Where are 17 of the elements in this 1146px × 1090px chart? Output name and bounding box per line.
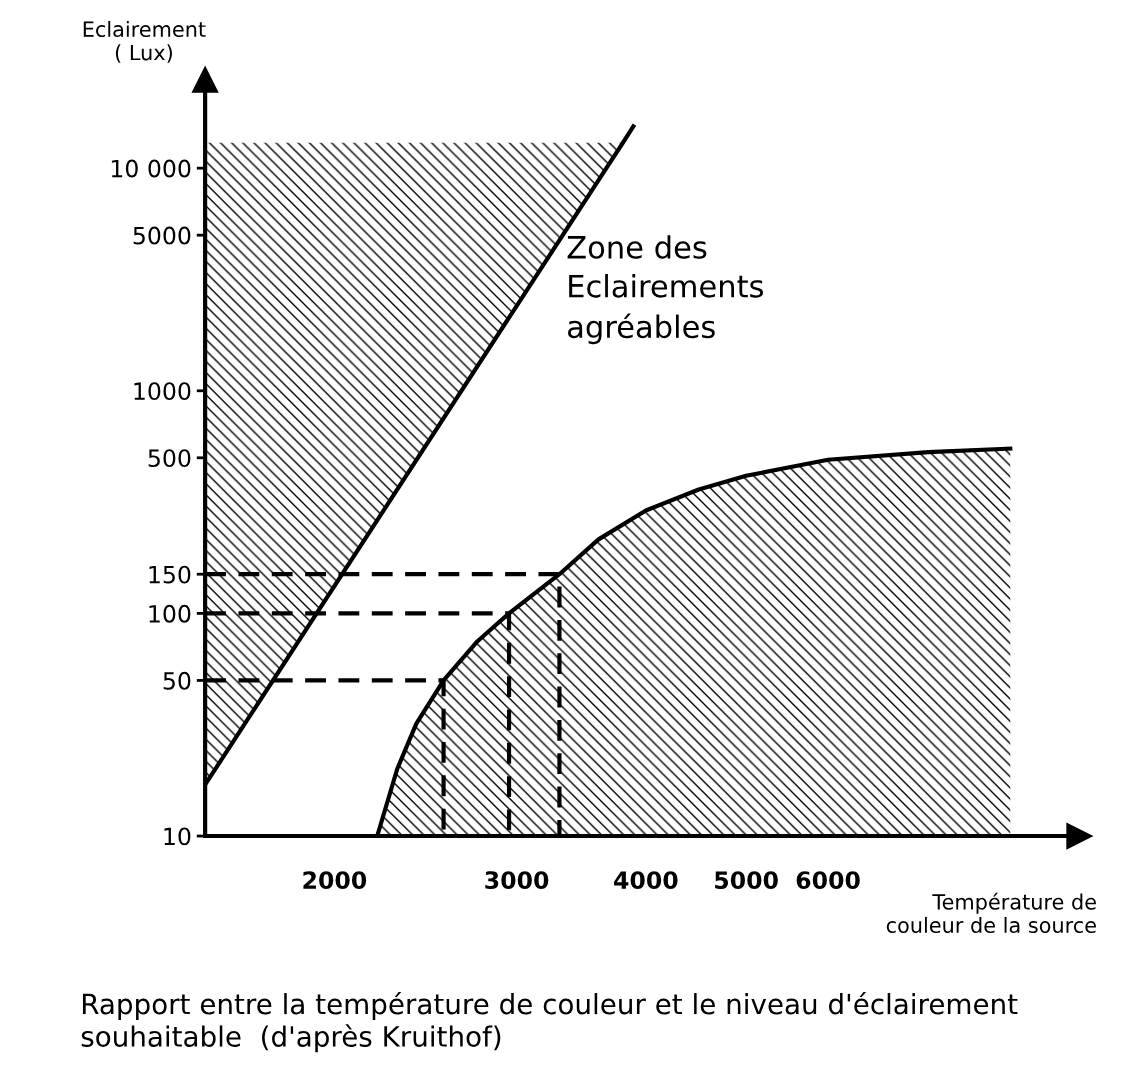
- y-tick-label: 150: [149, 565, 191, 584]
- y-axis-title: Eclairement ( Lux): [83, 20, 206, 63]
- x-tick-label: 5000: [715, 871, 778, 890]
- annotation: Zone des Eclairements agréables: [567, 235, 764, 345]
- text: Rapport entre la température de couleur et le niveau d'éclairement souhaitable (d'après Kruithof): [81, 991, 1018, 1053]
- x-tick-label: 4000: [614, 871, 678, 890]
- x-tick-label: 3000: [485, 871, 549, 890]
- y-tick-label: 100: [149, 604, 191, 623]
- y-tick-label: 5000: [133, 226, 191, 245]
- y-tick-label: 10 000: [111, 159, 191, 178]
- y-tick-label: 10: [164, 827, 191, 846]
- y-tick-label: 50: [163, 671, 191, 690]
- y-tick-label: 1000: [134, 382, 191, 401]
- x-tick-label: 6000: [796, 871, 860, 890]
- x-axis-title: Température de couleur de la source: [886, 892, 1096, 934]
- x-tick-label: 2000: [303, 871, 367, 890]
- y-tick-label: 500: [148, 449, 191, 468]
